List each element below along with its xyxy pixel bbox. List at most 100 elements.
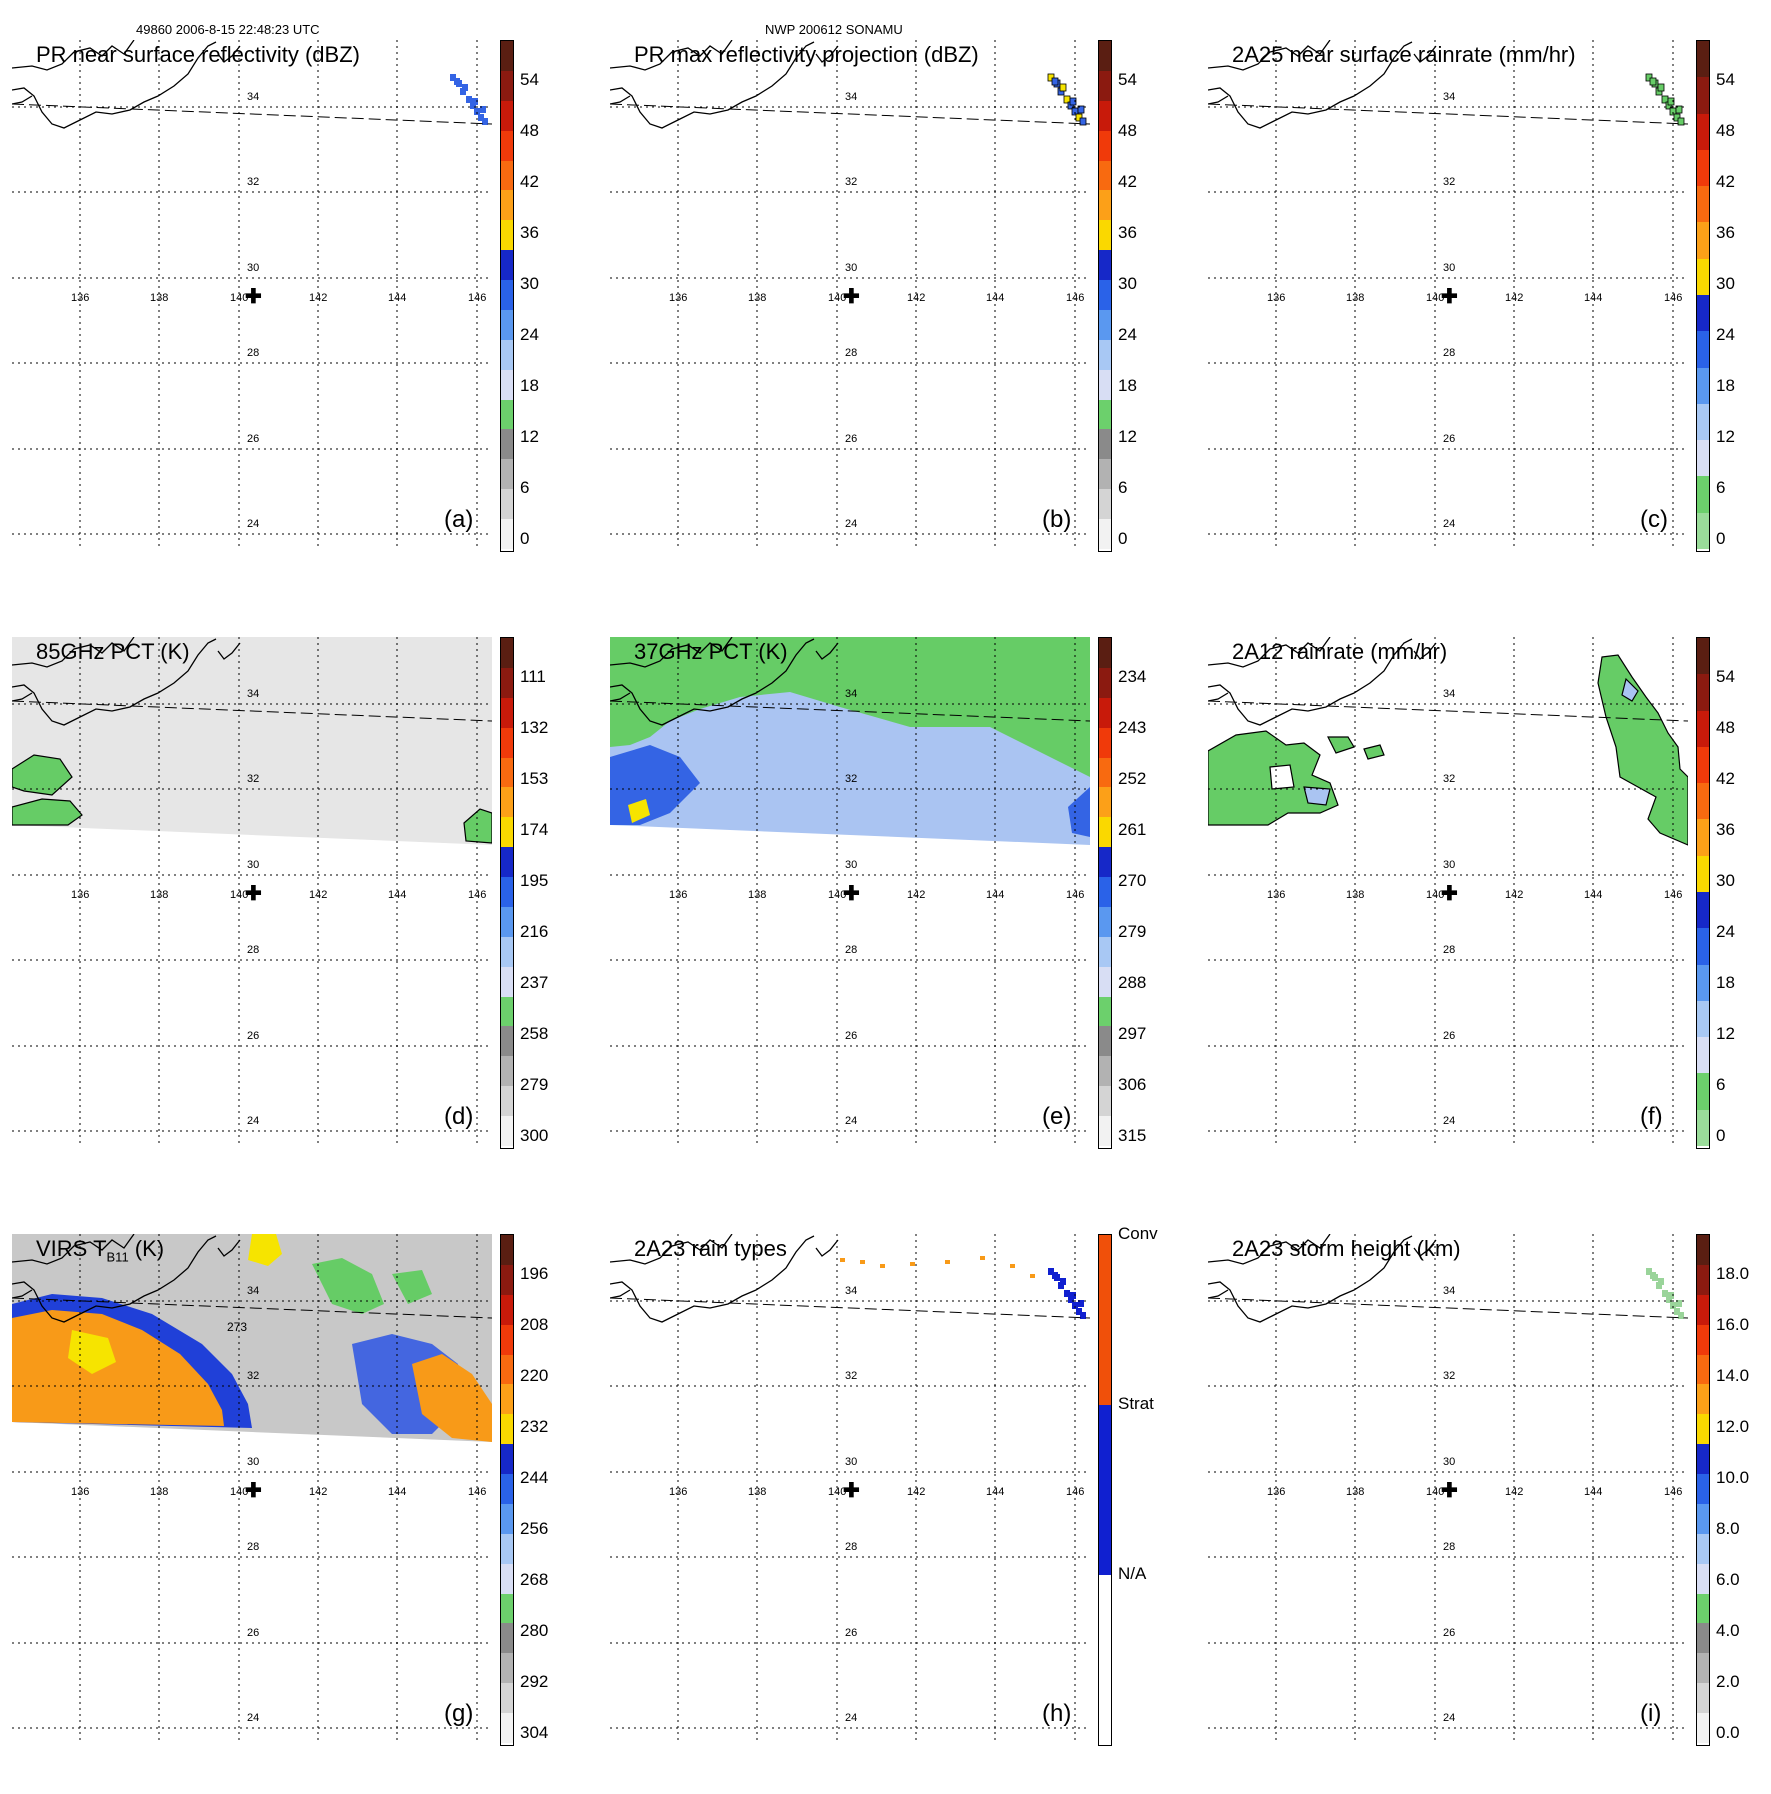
colorbar-segment bbox=[1697, 1354, 1709, 1385]
lon-label: 140 bbox=[828, 1486, 847, 1498]
colorbar-segment bbox=[501, 1474, 513, 1504]
colorbar bbox=[500, 40, 514, 552]
lon-label: 142 bbox=[1505, 1486, 1524, 1498]
header-left: 49860 2006-8-15 22:48:23 UTC bbox=[136, 22, 320, 37]
rain-moderate bbox=[1303, 786, 1331, 806]
lat-label: 28 bbox=[845, 1541, 858, 1553]
colorbar-tick: 18 bbox=[1716, 376, 1735, 395]
colorbar-segment bbox=[1697, 77, 1709, 114]
lat-label: 26 bbox=[845, 1627, 858, 1639]
lat-label: 24 bbox=[1443, 1115, 1456, 1127]
lat-label: 30 bbox=[247, 1456, 260, 1468]
panel-c: 34 32 30 28 26 24 136 138 140 142 144 146 ✚ 2A25 near… bbox=[1208, 40, 1771, 600]
colorbar-segment bbox=[1697, 855, 1709, 892]
colorbar-segment bbox=[1099, 250, 1111, 280]
colorbar-segment bbox=[501, 220, 513, 251]
colorbar-segment bbox=[1697, 403, 1709, 441]
lon-label: 138 bbox=[1346, 1486, 1365, 1498]
swath-edge bbox=[12, 103, 492, 125]
colorbar-tick: 232 bbox=[520, 1417, 549, 1436]
colorbar-segment bbox=[1099, 399, 1111, 430]
colorbar-segment bbox=[501, 1384, 513, 1415]
map-g bbox=[12, 1234, 492, 1744]
rain-pixel bbox=[1656, 1282, 1662, 1289]
colorbar-tick: 300 bbox=[520, 1126, 549, 1145]
lon-label: 144 bbox=[986, 1486, 1005, 1498]
rain-pixel bbox=[1662, 1290, 1668, 1297]
colorbar-tick: 48 bbox=[1716, 718, 1735, 737]
rain-pixel-conv bbox=[980, 1256, 985, 1260]
colorbar-tick: 306 bbox=[1118, 1075, 1147, 1094]
coastline bbox=[610, 40, 839, 129]
lat-label: 26 bbox=[247, 1030, 260, 1042]
colorbar-tick: 48 bbox=[520, 121, 539, 140]
colorbar bbox=[1098, 637, 1112, 1149]
rain-pixel bbox=[1077, 105, 1085, 114]
rain-pixel bbox=[1673, 113, 1681, 122]
colorbar-tick: 24 bbox=[1118, 325, 1137, 344]
rain-pixel bbox=[1047, 73, 1055, 82]
rain-pixel bbox=[1675, 105, 1683, 114]
panel-g: 34 32 30 28 26 24 136 138 140 142 144 146 ✚ 273 VIRS T… bbox=[12, 1234, 602, 1794]
lat-label: 32 bbox=[845, 1370, 858, 1382]
colorbar-segment bbox=[1697, 1713, 1709, 1743]
storm-center-marker: ✚ bbox=[1441, 286, 1458, 308]
colorbar-tick: Strat bbox=[1118, 1394, 1154, 1413]
colorbar-segment bbox=[501, 160, 513, 191]
colorbar-segment bbox=[501, 1235, 513, 1265]
colorbar-tick: 14.0 bbox=[1716, 1366, 1750, 1385]
colorbar-segment bbox=[501, 817, 513, 848]
panel-title: PR near surface reflectivity (dBZ) bbox=[36, 42, 360, 67]
lon-label: 144 bbox=[388, 292, 407, 304]
colorbar-segment bbox=[1099, 877, 1111, 907]
rain-region bbox=[1363, 744, 1385, 760]
lat-label: 24 bbox=[247, 1115, 260, 1127]
colorbar-segment bbox=[1697, 1683, 1709, 1713]
lat-label: 28 bbox=[1443, 944, 1456, 956]
lon-label: 138 bbox=[150, 1486, 169, 1498]
coastline bbox=[12, 637, 241, 726]
map-c bbox=[1208, 40, 1688, 550]
panel-label: (e) bbox=[1042, 1103, 1072, 1130]
colorbar-segment bbox=[501, 339, 513, 370]
colorbar-tick: N/A bbox=[1118, 1564, 1147, 1583]
lon-label: 146 bbox=[1664, 292, 1683, 304]
lat-label: 30 bbox=[845, 1456, 858, 1468]
colorbar-segment bbox=[1697, 819, 1709, 856]
colorbar-segment bbox=[501, 519, 513, 549]
lon-label: 136 bbox=[71, 292, 90, 304]
panel-label: (a) bbox=[444, 506, 474, 533]
colorbar-segment bbox=[1697, 149, 1709, 187]
rain-pixel bbox=[466, 96, 472, 103]
colorbar-segment bbox=[1099, 847, 1111, 877]
colorbar-segment bbox=[1697, 1294, 1709, 1325]
panel-title: 85GHz PCT (K) bbox=[36, 639, 190, 664]
lat-label: 32 bbox=[845, 176, 858, 188]
colorbar-segment bbox=[1697, 331, 1709, 368]
colorbar-tick: 132 bbox=[520, 718, 549, 737]
lat-label: 28 bbox=[1443, 347, 1456, 359]
rain-pixel-conv bbox=[910, 1262, 915, 1266]
colorbar-tick: 42 bbox=[1118, 172, 1137, 191]
colorbar-tick: 54 bbox=[1118, 70, 1137, 89]
cold-cloud-core bbox=[412, 1354, 492, 1442]
colorbar-tick: 258 bbox=[520, 1024, 549, 1043]
colorbar-tick: 288 bbox=[1118, 973, 1147, 992]
panel-b: 34 32 30 28 26 24 136 138 140 142 144 146 ✚ PR max re… bbox=[610, 40, 1200, 600]
panel-label: (i) bbox=[1640, 1700, 1662, 1727]
colorbar-tick: 6 bbox=[1716, 478, 1726, 497]
lon-label: 146 bbox=[468, 889, 487, 901]
lat-label: 30 bbox=[247, 859, 260, 871]
rain-pixel bbox=[1075, 113, 1083, 122]
colorbar-tick: 36 bbox=[1118, 223, 1137, 242]
colorbar-segment bbox=[501, 399, 513, 430]
lat-label: 34 bbox=[845, 1285, 858, 1297]
coastline bbox=[1208, 1234, 1437, 1323]
lon-label: 140 bbox=[1426, 1486, 1445, 1498]
colorbar-tick: 36 bbox=[520, 223, 539, 242]
colorbar-segment bbox=[1099, 1116, 1111, 1146]
lat-label: 32 bbox=[1443, 1370, 1456, 1382]
colorbar bbox=[500, 637, 514, 1149]
rain-pixel bbox=[1051, 77, 1059, 86]
colorbar-tick: 256 bbox=[520, 1519, 549, 1538]
